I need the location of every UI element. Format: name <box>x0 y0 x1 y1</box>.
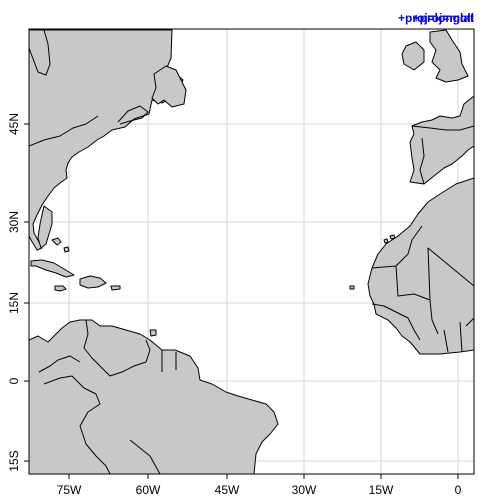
lon-label-75w: 75W <box>57 483 82 497</box>
nova-scotia-outline <box>117 105 149 125</box>
great-lakes-coast <box>29 115 99 147</box>
hispaniola-island <box>79 275 107 289</box>
trinidad-island <box>149 329 157 337</box>
x-axis-ticks <box>68 474 459 479</box>
projection-label-overlay: +proj=longlat <box>398 11 474 25</box>
mauritania-border <box>395 247 474 301</box>
map-frame <box>28 28 475 475</box>
western-sahara-border <box>371 225 423 269</box>
lon-label-0: 0 <box>455 483 462 497</box>
lat-label-15s: 15S <box>7 450 21 471</box>
lat-label-15n: 15N <box>7 292 21 314</box>
europe-mainland <box>409 95 474 185</box>
guianas-borders <box>145 339 177 372</box>
canary-islands <box>383 234 396 244</box>
puerto-rico-island <box>110 285 121 291</box>
colombia-venezuela-border <box>83 319 147 377</box>
bahamas-islands <box>51 237 70 253</box>
brazil-west-border <box>43 375 111 474</box>
africa-landmass <box>367 177 474 355</box>
west-africa-borders <box>371 299 474 353</box>
latitude-labels: 15S 0 15N 30N 45N <box>7 113 21 472</box>
peru-bolivia-border <box>38 355 161 474</box>
florida-peninsula <box>37 205 53 249</box>
south-america-landmass <box>29 319 279 474</box>
y-axis-ticks <box>24 123 29 462</box>
lon-label-15w: 15W <box>369 483 394 497</box>
ireland-island <box>401 41 425 71</box>
lon-label-30w: 30W <box>292 483 317 497</box>
great-britain-island <box>429 29 469 83</box>
cape-verde-islands <box>349 285 355 290</box>
jamaica-island <box>54 285 67 292</box>
lon-label-60w: 60W <box>136 483 161 497</box>
cuba-island <box>30 259 75 278</box>
projection-label: +proj=moll <box>413 11 474 25</box>
baffin-land-corner <box>29 29 51 76</box>
longitude-labels: 75W 60W 45W 30W 15W 0 <box>57 483 462 497</box>
lat-label-45n: 45N <box>7 113 21 135</box>
lon-label-45w: 45W <box>215 483 240 497</box>
lat-label-30n: 30N <box>7 211 21 233</box>
portugal-border <box>419 137 425 185</box>
iberia-outline <box>411 125 474 131</box>
newfoundland-island <box>151 65 187 108</box>
lat-label-0: 0 <box>7 377 21 384</box>
